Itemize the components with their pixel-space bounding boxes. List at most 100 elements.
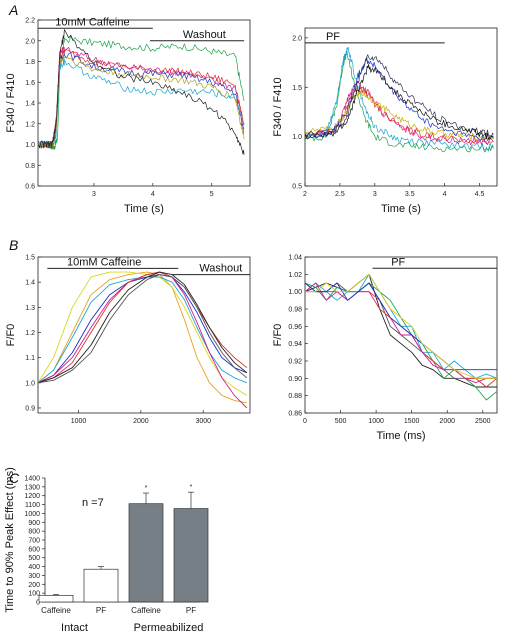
bar-3 [128,503,164,603]
series-line-1 [37,35,245,150]
chart-b-right: 0 500 1000 1500 2000 2500 0.86 0.88 0.90 0.92 0.94… [272,255,498,442]
y-tick-label: 0.88 [288,393,302,400]
series-line-8 [305,273,497,379]
y-tick-label: 0.90 [288,376,302,383]
x-tick-label: 2000 [439,418,455,425]
bar-1 [38,595,74,603]
y-tick-label: 1.4 [25,101,35,108]
y-tick-label: 300 [28,573,40,580]
y-tick-label: 1.04 [288,255,302,262]
series-line-6 [37,271,248,384]
y-tick-label: 0.92 [288,359,302,366]
y-tick-label: 200 [28,582,40,589]
y-tick-label: 1.6 [25,80,35,87]
y-tick-label: 1400 [24,476,40,483]
y-axis-label: F/F0 [272,324,284,347]
plot-frame [37,19,251,187]
group-label-intact: Intact [61,622,88,634]
category-label: PF [96,606,106,615]
series-line-8 [37,274,248,384]
x-tick-label: 3 [373,191,377,198]
series-line-8 [304,64,494,140]
x-tick-label: 2000 [133,418,149,425]
y-axis-label: F340 / F410 [272,77,284,136]
series-line-5 [37,271,248,409]
y-axis-label: Time to 90% Peak Effect (ms) [4,467,16,613]
y-tick-label: 1100 [25,502,40,509]
y-tick-label: 1.3 [25,305,35,312]
series-line-3 [37,276,248,384]
x-tick-label: 4.5 [475,191,485,198]
y-axis-label: F/F0 [5,324,17,347]
series-line-3 [304,282,498,401]
x-tick-label: 500 [335,418,347,425]
annotation-label: Washout [183,29,226,41]
x-tick-label: 2 [303,191,307,198]
y-tick-label: 1.2 [25,121,35,128]
x-tick-label: 2.5 [335,191,345,198]
x-tick-label: 1000 [71,418,87,425]
y-tick-label: 500 [28,555,40,562]
significance-marker: * [145,485,148,492]
category-label: PF [186,606,196,615]
y-tick-label: 1.0 [292,134,302,141]
y-tick-label: 100 [28,591,40,598]
y-tick-label: 2.0 [25,38,35,45]
y-tick-label: 800 [28,529,40,536]
x-tick-label: 3.5 [405,191,415,198]
y-tick-label: 400 [28,564,40,571]
x-tick-label: 5 [210,191,214,198]
x-axis-label: Time (s) [124,203,164,215]
plot-frame [37,256,251,414]
y-tick-label: 0.6 [25,184,35,191]
panel-label-a: A [8,2,18,18]
y-tick-label: 0.9 [25,405,35,412]
plot-frame [304,256,498,414]
y-tick-label: 700 [28,538,40,545]
y-tick-label: 0.5 [292,184,302,191]
chart-b-left: 1000 2000 3000 0.9 1.0 1.1 1.2 1.3 1.4 1.5 F/F0 10m… [5,255,251,425]
series-line-1 [304,50,494,153]
series-line-5 [37,59,245,149]
x-tick-label: 0 [303,418,307,425]
annotation-label: PF [391,256,405,268]
chart-a-right: 2 2.5 3 3.5 4 4.5 0.5 1.0 1.5 2.0 Time (s) F340 / F… [272,27,498,215]
x-tick-label: 1500 [404,418,420,425]
y-tick-label: 2.0 [292,35,302,42]
series-line-7 [37,29,245,155]
x-tick-label: 4 [443,191,447,198]
y-tick-label: 0.86 [288,411,302,418]
bar-4 [173,508,209,603]
y-tick-label: 1.2 [25,330,35,337]
y-tick-label: 1.1 [25,355,35,362]
y-tick-label: 1.4 [25,280,35,287]
y-tick-label: 1.02 [288,272,302,279]
y-tick-label: 1000 [24,511,40,518]
series-line-2 [37,46,245,149]
x-tick-label: 1000 [368,418,384,425]
series-line-7 [304,54,494,137]
chart-a-left: 3 4 5 0.6 0.8 1.0 1.2 1.4 1.6 1.8 2.0 2.2 Time (s) F3… [5,16,251,215]
category-label: Caffeine [131,606,161,615]
x-axis-label: Time (s) [381,203,421,215]
y-tick-label: 0.96 [288,324,302,331]
y-tick-label: 1.5 [25,255,35,262]
y-tick-label: 0 [36,600,40,607]
group-label-permeabilized: Permeabilized [134,622,204,634]
y-tick-label: 1.5 [292,85,302,92]
y-axis-label: F340 / F410 [5,73,17,132]
annotation-label: 10mM Caffeine [55,16,129,28]
x-tick-label: 4 [151,191,155,198]
y-tick-label: 1200 [24,493,40,500]
x-axis-label: Time (ms) [376,430,425,442]
y-tick-label: 2.2 [25,18,35,25]
series-line-3 [37,49,245,149]
series-line-7 [37,271,248,384]
y-tick-label: 900 [28,520,40,527]
series-line-2 [37,271,248,396]
y-tick-label: 0.98 [288,307,302,314]
x-tick-label: 3 [92,191,96,198]
plot-frame [304,27,498,187]
panel-label-b: B [9,237,18,253]
